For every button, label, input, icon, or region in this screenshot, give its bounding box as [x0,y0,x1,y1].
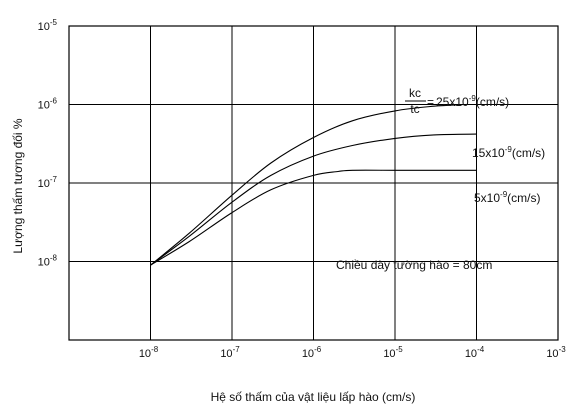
y-axis-label: Lượng thấm tương đối % [11,118,25,254]
series-label-2: 5x10-9(cm/s) [474,190,540,205]
x-tick-label-1: 10-7 [220,345,240,360]
series-line-0 [150,103,464,266]
series-label-0: 25x10-9(cm/s) [436,94,509,109]
x-tick-label-3: 10-5 [383,345,403,360]
series-label-1: 15x10-9(cm/s) [472,145,545,160]
series-line-2 [150,169,477,266]
y-tick-label-3: 10-5 [38,18,58,33]
series-lines [150,103,477,266]
fraction-equals: = [427,95,434,109]
x-tick-label-0: 10-8 [139,345,159,360]
tick-labels: 10-8 10-7 10-6 10-5 10-4 10-3 10-8 10-7 10-6 10-5 [38,18,567,360]
x-tick-label-5: 10-3 [546,345,566,360]
y-tick-label-2: 10-6 [38,97,58,112]
series-line-1 [150,133,477,266]
x-tick-label-2: 10-6 [302,345,322,360]
annotation-thickness: Chiều dày tường hào = 80cm [336,258,492,272]
fraction-numerator: kc [409,86,421,100]
x-axis-label: Hệ số thấm của vật liệu lấp hào (cm/s) [211,390,416,404]
fraction-denominator: tc [410,102,419,116]
y-tick-label-0: 10-8 [38,254,58,269]
x-tick-label-4: 10-4 [465,345,485,360]
y-tick-label-1: 10-7 [38,175,58,190]
grid-lines [69,26,558,340]
series-labels: kc tc = 25x10-9(cm/s) 15x10-9(cm/s) 5x10-9(cm… [405,86,545,205]
